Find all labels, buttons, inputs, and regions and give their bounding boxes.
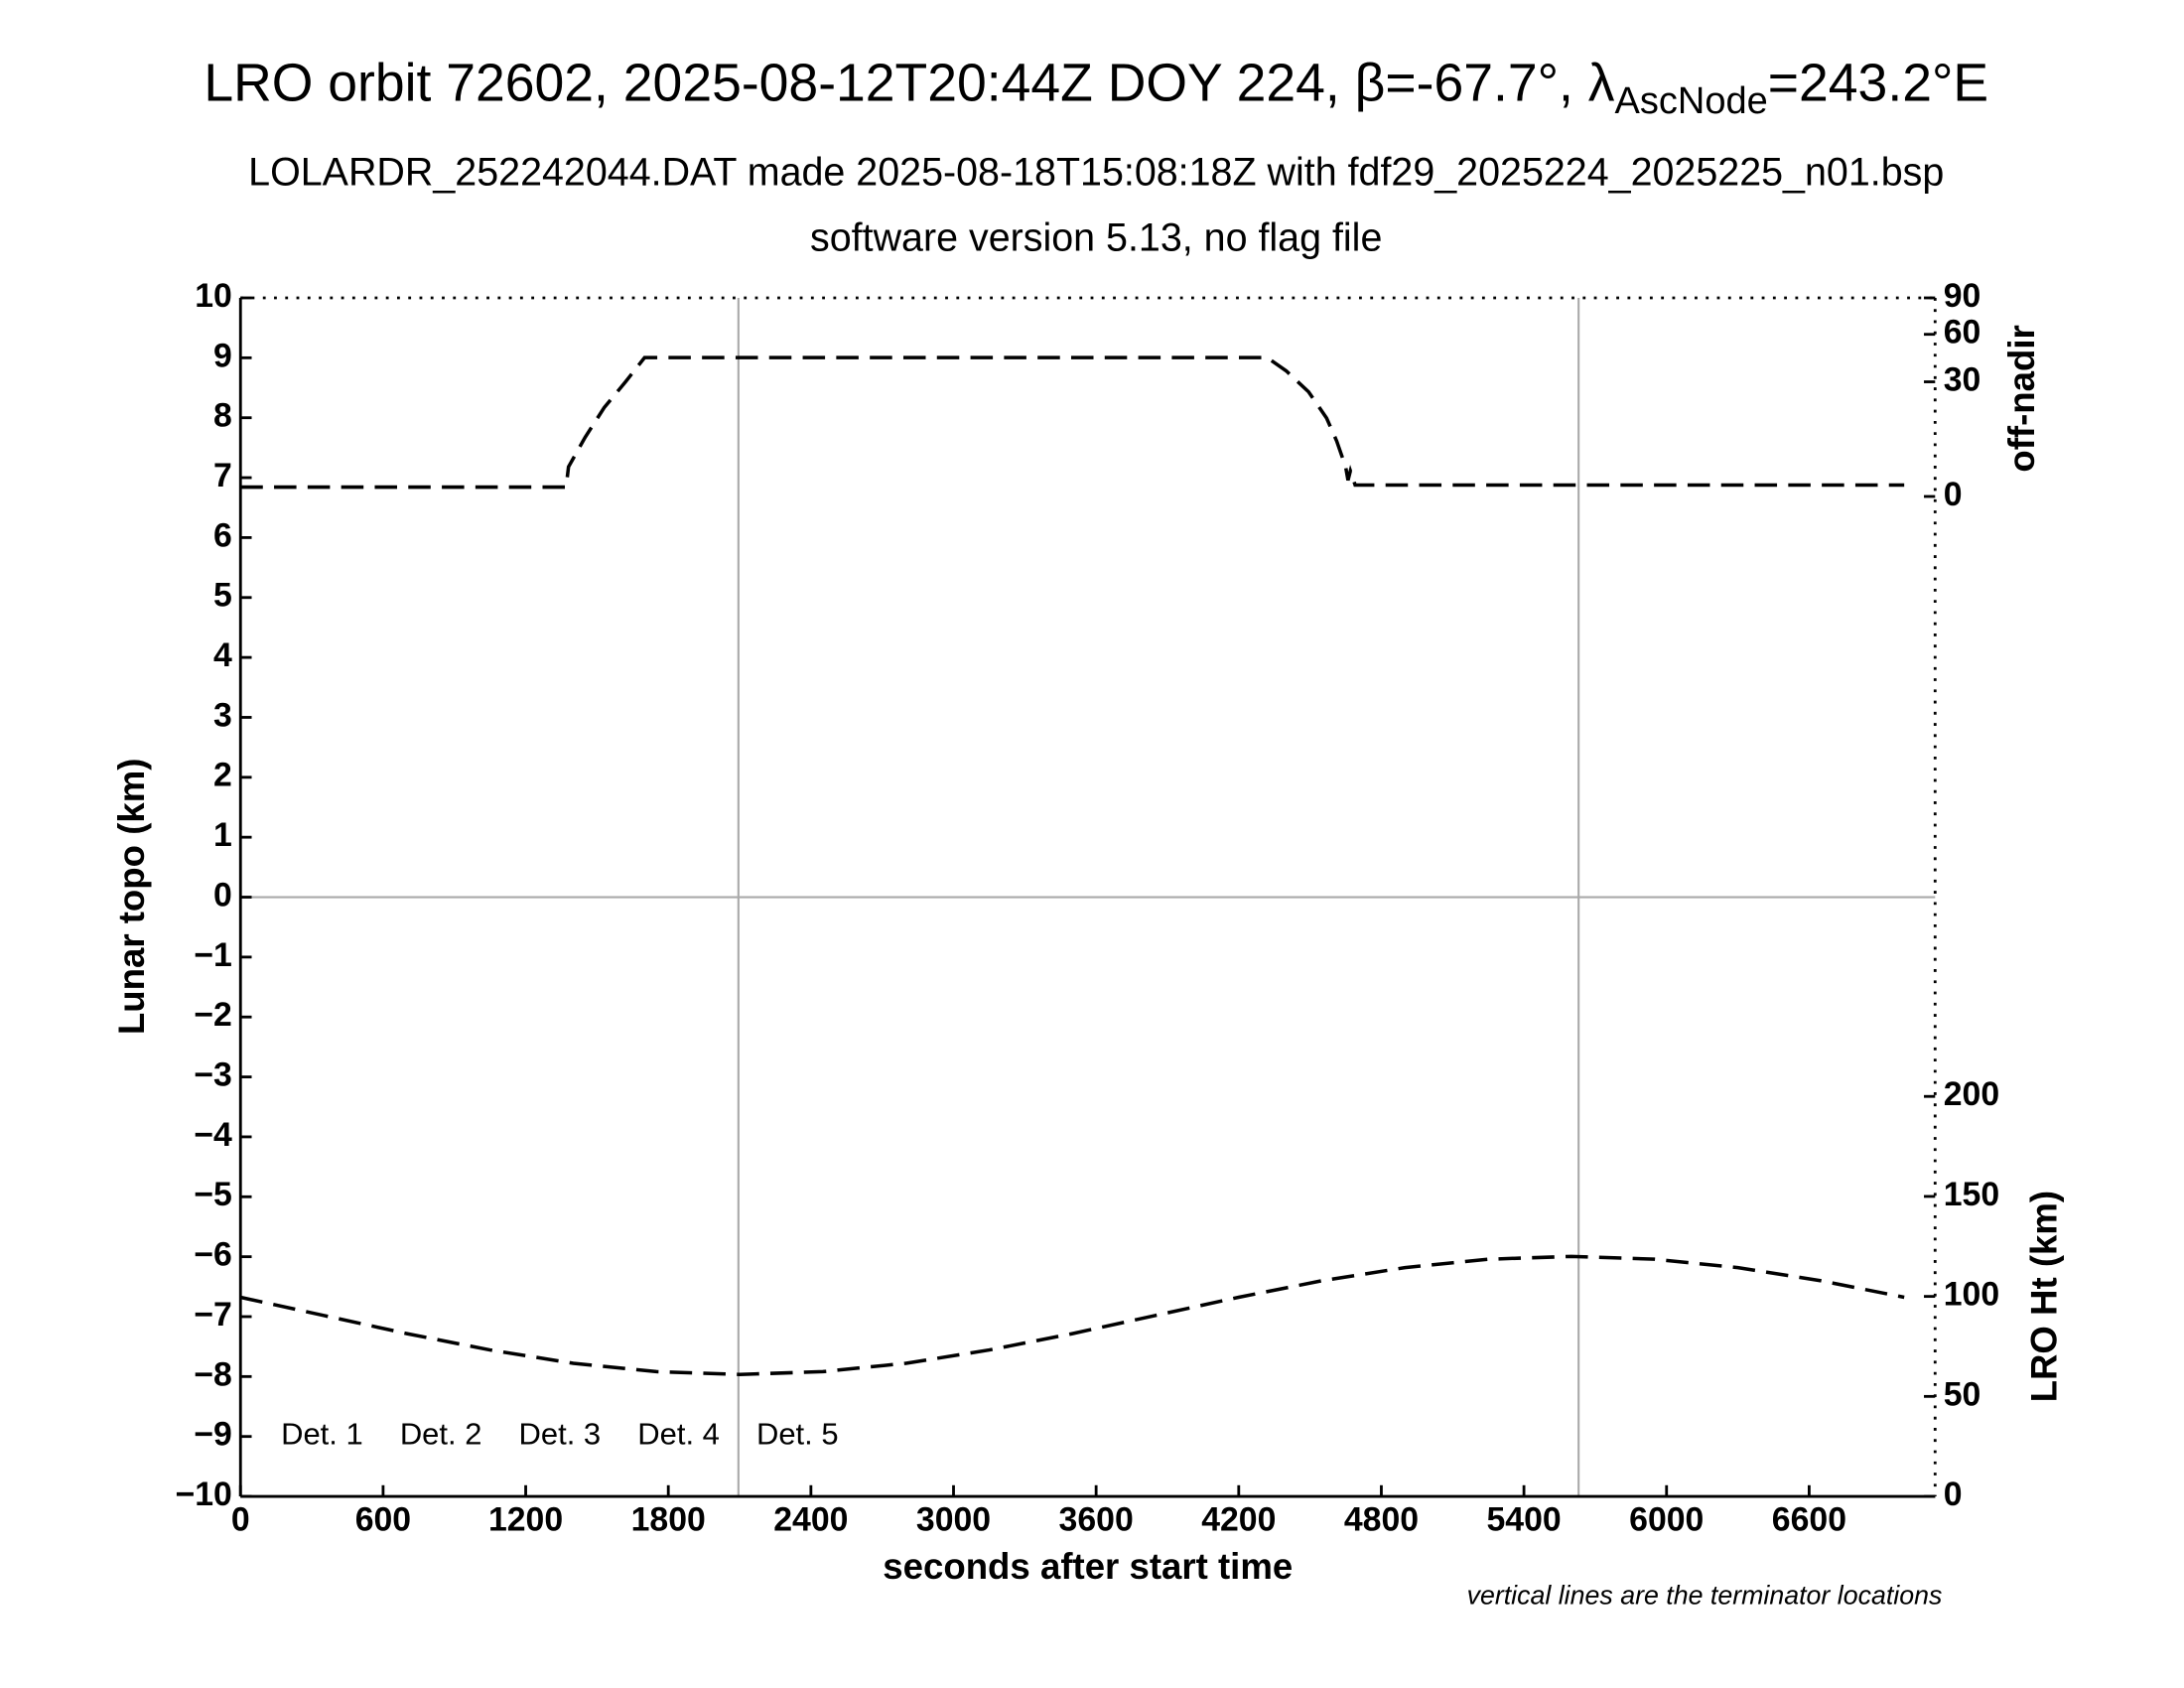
y-axis-label: Lunar topo (km) [111,759,152,1036]
y3-tick-label: 50 [1944,1375,1981,1413]
x-tick-label: 3000 [916,1500,991,1538]
y-tick-label: 9 [213,337,232,374]
y3-tick-label: 150 [1944,1176,1999,1213]
x-tick-label: 6000 [1629,1500,1704,1538]
x-tick-label: 4800 [1344,1500,1419,1538]
x-tick-label: 3600 [1059,1500,1134,1538]
legend-entry: Det. 5 [756,1417,839,1452]
y-tick-label: −5 [194,1176,232,1213]
x-tick-label: 5400 [1487,1500,1562,1538]
y-tick-label: −2 [194,996,232,1034]
legend-entry: Det. 4 [637,1417,720,1452]
y-tick-label: 1 [213,816,232,854]
y-tick-label: 2 [213,757,232,794]
y-tick-label: −6 [194,1236,232,1274]
series-line [239,1254,1905,1376]
y-tick-label: 6 [213,516,232,554]
x-tick-label: 2400 [773,1500,848,1538]
y-tick-label: 5 [213,577,232,615]
y-tick-label: −3 [194,1055,232,1093]
legend-entry: Det. 3 [519,1417,602,1452]
y-tick-label: −9 [194,1416,232,1454]
y-tick-label: −4 [194,1116,232,1154]
legend-entry: Det. 2 [400,1417,482,1452]
y-tick-label: 0 [213,876,232,914]
x-tick-label: 1200 [488,1500,563,1538]
y2-tick-label: 0 [1944,476,1963,513]
y-tick-label: 8 [213,397,232,435]
x-tick-label: 4200 [1201,1500,1276,1538]
x-tick-label: 600 [355,1500,411,1538]
y-tick-label: 10 [195,277,232,315]
y-tick-label: 4 [213,636,232,674]
annotation: vertical lines are the terminator locati… [1467,1581,1943,1611]
y-tick-label: −7 [194,1296,232,1334]
x-tick-label: 1800 [631,1500,706,1538]
y3-tick-label: 200 [1944,1075,1999,1113]
y3-axis-label: LRO Ht (km) [2024,1191,2065,1403]
chart-title: LRO orbit 72602, 2025-08-12T20:44Z DOY 2… [204,54,1988,122]
subtitle: LOLARDR_252242044.DAT made 2025-08-18T15… [248,150,1944,194]
x-tick-label: 6600 [1772,1500,1846,1538]
x-tick-label: 0 [231,1500,250,1538]
y2-tick-label: 90 [1944,277,1981,315]
y3-tick-label: 100 [1944,1276,1999,1314]
y-tick-label: −10 [175,1476,231,1513]
y-tick-label: 7 [213,457,232,494]
series-line [240,355,1905,490]
subtitle: software version 5.13, no flag file [810,216,1382,260]
legend-entry: Det. 1 [281,1417,363,1452]
y2-tick-label: 30 [1944,360,1981,398]
y-tick-label: 3 [213,696,232,734]
y2-tick-label: 60 [1944,314,1981,352]
y3-tick-label: 0 [1944,1476,1963,1513]
y-tick-label: −1 [194,936,232,974]
x-axis-label: seconds after start time [883,1546,1293,1587]
y-tick-label: −8 [194,1355,232,1393]
y2-axis-label: off-nadir [2001,325,2042,472]
